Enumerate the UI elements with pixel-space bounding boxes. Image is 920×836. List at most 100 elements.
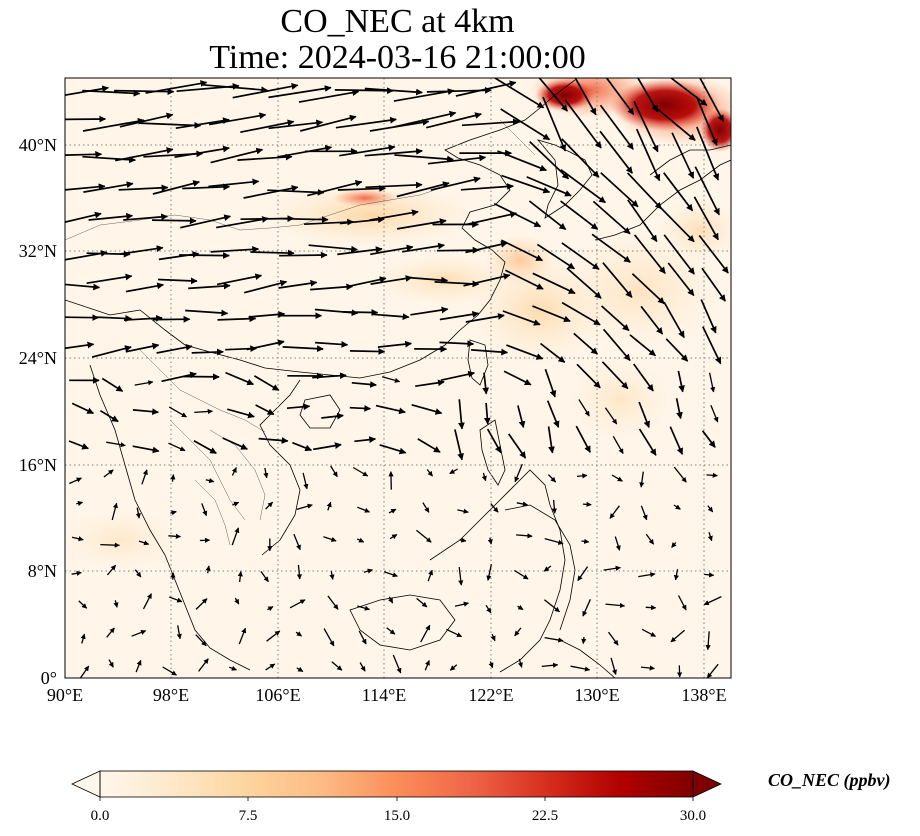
lat-tick-labels: 0° 8°N 16°N 24°N 32°N 40°N — [19, 135, 57, 688]
wind-arrow — [168, 442, 186, 452]
wind-arrow — [497, 150, 547, 172]
wind-arrow — [695, 96, 718, 146]
wind-arrow — [123, 213, 168, 221]
wind-arrow — [487, 537, 493, 545]
wind-arrow — [381, 376, 401, 383]
wind-arrow — [641, 628, 656, 637]
wind-arrow — [135, 659, 142, 673]
wind-arrow — [198, 658, 209, 672]
wind-arrow — [302, 472, 309, 490]
wind-arrow — [359, 662, 366, 672]
wind-arrow — [370, 275, 413, 285]
lon-tick-label: 122°E — [468, 685, 513, 705]
wind-arrow — [114, 88, 175, 95]
wind-arrow — [71, 536, 84, 542]
wind-arrow — [65, 211, 102, 223]
wind-arrow — [394, 110, 457, 128]
wind-arrow — [379, 444, 407, 455]
wind-arrow — [631, 273, 665, 305]
wind-arrow — [576, 363, 601, 389]
wind-arrow — [514, 627, 522, 637]
wind-arrow — [547, 426, 555, 454]
wind-arrow — [461, 118, 520, 127]
wind-arrow — [389, 533, 398, 540]
wind-arrow — [132, 445, 160, 454]
wind-arrow — [457, 508, 469, 514]
wind-arrow — [575, 425, 591, 453]
wind-arrow — [315, 340, 349, 348]
wind-arrow — [123, 314, 163, 322]
wind-arrow — [216, 216, 269, 229]
lat-tick-label: 32°N — [19, 241, 57, 261]
wind-arrow — [606, 78, 635, 116]
wind-arrow — [296, 564, 302, 580]
wind-arrow — [493, 78, 545, 109]
wind-arrow — [310, 283, 354, 291]
wind-arrow — [610, 657, 618, 676]
wind-arrow — [416, 597, 428, 608]
wind-arrow — [246, 339, 285, 351]
wind-arrow — [65, 85, 109, 97]
wind-arrow — [573, 332, 598, 355]
wind-arrow — [156, 344, 193, 354]
wind-arrow — [394, 154, 454, 163]
wind-arrow — [704, 572, 715, 578]
wind-arrow — [481, 472, 487, 482]
wind-arrow — [238, 627, 247, 645]
map-panel — [65, 78, 731, 678]
wind-arrow — [582, 501, 592, 507]
wind-arrow — [633, 100, 659, 153]
wind-arrow — [454, 601, 470, 607]
wind-arrow — [410, 306, 449, 316]
wind-arrow — [532, 305, 571, 323]
wind-arrow — [517, 604, 524, 611]
wind-arrow — [599, 130, 633, 174]
wind-arrow — [364, 148, 423, 157]
wind-arrow — [673, 466, 687, 483]
wind-arrow — [669, 78, 708, 106]
wind-arrow — [243, 279, 288, 294]
wind-arrow — [699, 78, 725, 122]
wind-arrow — [132, 408, 159, 416]
wind-arrow — [578, 399, 590, 417]
wind-arrow — [296, 503, 313, 511]
wind-arrow — [611, 474, 623, 482]
wind-arrow — [665, 338, 689, 362]
wind-arrow — [265, 663, 276, 671]
wind-arrow — [677, 595, 687, 611]
wind-arrow — [217, 315, 257, 323]
wind-arrow — [426, 469, 434, 477]
wind-arrow — [266, 630, 281, 642]
wind-arrow — [506, 344, 544, 360]
wind-arrow — [195, 634, 207, 647]
wind-arrow — [670, 629, 686, 643]
wind-arrow — [505, 269, 544, 290]
wind-arrow — [145, 80, 208, 94]
wind-arrow — [327, 595, 339, 610]
wind-arrow — [65, 341, 95, 350]
wind-arrow — [673, 504, 681, 510]
wind-arrow — [417, 438, 441, 453]
wind-arrow — [82, 89, 141, 97]
wind-arrow — [581, 538, 590, 544]
lon-tick-label: 114°E — [362, 685, 407, 705]
wind-arrow — [529, 140, 570, 180]
wind-arrow — [191, 348, 224, 356]
wind-arrow — [465, 241, 508, 254]
wind-arrow — [514, 463, 523, 483]
wind-arrow — [424, 660, 430, 671]
wind-arrow — [131, 629, 147, 637]
wind-arrow — [671, 132, 695, 179]
wind-arrow — [490, 633, 496, 642]
wind-arrow — [80, 633, 86, 644]
wind-arrow — [377, 340, 412, 348]
wind-arrow — [607, 631, 619, 646]
wind-arrow — [78, 600, 88, 609]
wind-arrow — [602, 328, 631, 362]
wind-arrow — [386, 627, 396, 635]
wind-arrow — [705, 631, 711, 651]
wind-arrow — [134, 380, 154, 386]
wind-arrow — [331, 661, 343, 671]
colorbar-extend-min — [71, 770, 101, 798]
map-title: CO_NEC at 4km — [280, 3, 515, 40]
